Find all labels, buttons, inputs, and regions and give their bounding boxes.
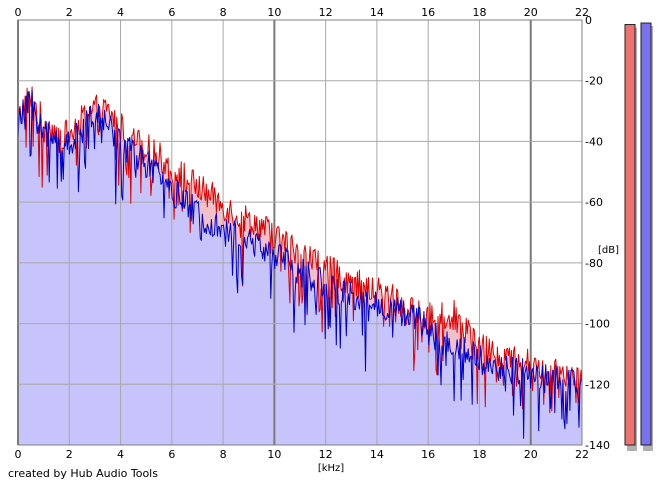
- x-axis-unit: [kHz]: [318, 463, 344, 474]
- series-line-2: [17, 90, 583, 439]
- spectrum-fill-layer: [18, 86, 582, 446]
- x-tick-label-bottom: 20: [524, 448, 538, 461]
- x-tick-label-top: 0: [15, 6, 22, 19]
- x-tick-label-top: 4: [117, 6, 124, 19]
- series-layer: [17, 86, 583, 439]
- y-tick-label: -120: [585, 378, 610, 391]
- x-tick-label-bottom: 2: [66, 448, 73, 461]
- y-tick-label: -20: [585, 75, 603, 88]
- y-tick-label: -140: [585, 439, 610, 452]
- plot-frame: [17, 19, 583, 446]
- x-tick-label-top: 14: [370, 6, 384, 19]
- spectrum-fill-2: [18, 90, 582, 445]
- level-meter-bar: [624, 24, 636, 446]
- x-tick-label-top: 6: [168, 6, 175, 19]
- level-meter-bar: [640, 22, 652, 446]
- x-tick-label-bottom: 6: [168, 448, 175, 461]
- x-tick-label-bottom: 12: [319, 448, 333, 461]
- y-axis-unit: [dB]: [598, 245, 619, 256]
- x-tick-label-top: 20: [524, 6, 538, 19]
- y-tick-label: -40: [585, 135, 603, 148]
- x-tick-label-bottom: 10: [267, 448, 281, 461]
- y-tick-label: -60: [585, 196, 603, 209]
- x-tick-label-top: 22: [575, 6, 589, 19]
- x-tick-label-top: 18: [472, 6, 486, 19]
- x-tick-label-top: 12: [319, 6, 333, 19]
- x-tick-label-top: 2: [66, 6, 73, 19]
- series-line-1: [17, 86, 583, 414]
- x-tick-label-bottom: 8: [220, 448, 227, 461]
- x-tick-label-top: 8: [220, 6, 227, 19]
- x-tick-label-bottom: 22: [575, 448, 589, 461]
- y-tick-label: -100: [585, 318, 610, 331]
- y-tick-label: 0: [585, 14, 592, 27]
- level-meter-layer: [624, 22, 653, 452]
- x-tick-label-bottom: 16: [421, 448, 435, 461]
- x-tick-label-top: 16: [421, 6, 435, 19]
- x-tick-label-bottom: 14: [370, 448, 384, 461]
- credit-text: created by Hub Audio Tools: [8, 467, 158, 480]
- x-tick-label-bottom: 0: [15, 448, 22, 461]
- y-tick-label: -80: [585, 257, 603, 270]
- x-tick-label-bottom: 4: [117, 448, 124, 461]
- tick-label-layer: 002244668810101212141416161818202022220-…: [15, 6, 610, 461]
- x-tick-label-bottom: 18: [472, 448, 486, 461]
- x-tick-label-top: 10: [267, 6, 281, 19]
